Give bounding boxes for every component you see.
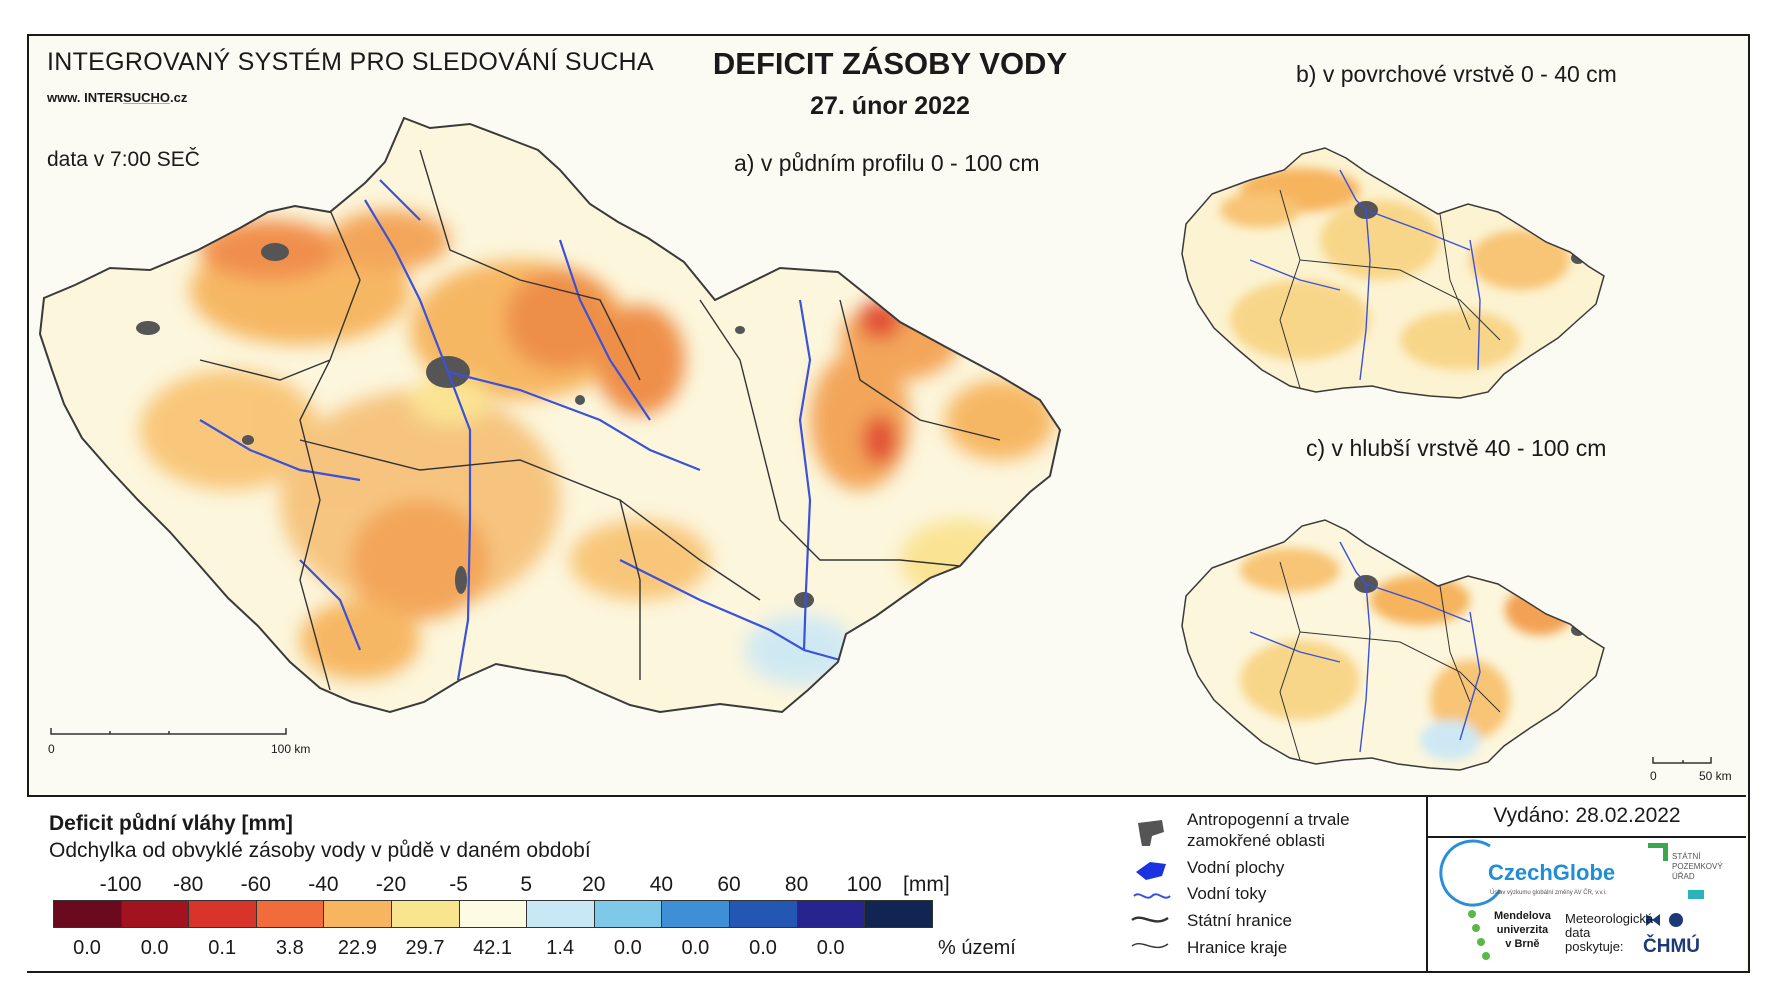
site-highlight: SUCHO xyxy=(123,90,171,105)
map-b-surface-layer[interactable] xyxy=(1181,147,1605,399)
legend-percentage: 0.1 xyxy=(208,937,237,959)
legend-title: Deficit půdní vláhy [mm] xyxy=(49,812,293,835)
site-prefix: www. INTER xyxy=(47,90,124,105)
map-a-label: a) v půdním profilu 0 - 100 cm xyxy=(734,150,1040,176)
overlay-label-water: Vodní plochy xyxy=(1187,858,1285,877)
state-border-icon xyxy=(1131,916,1169,923)
legend-percentage: 1.4 xyxy=(546,937,575,959)
overlay-label-rivers: Vodní toky xyxy=(1187,884,1267,903)
legend-percentage: 0.0 xyxy=(140,937,169,959)
chmu-name: ČHMÚ xyxy=(1643,936,1700,957)
overlay-label-state-border: Státní hranice xyxy=(1187,911,1292,930)
legend-subtitle: Odchylka od obvyklé zásoby vody v půdě v… xyxy=(49,839,591,862)
site-suffix: .cz xyxy=(170,90,188,105)
spu-name: STÁTNÍ POZEMKOVÝ ÚŘAD xyxy=(1672,852,1723,881)
legend-unit: [mm] xyxy=(903,873,950,896)
legend-tick: 20 xyxy=(582,873,606,896)
scale-a-start: 0 xyxy=(48,742,55,756)
legend-percentage: 42.1 xyxy=(473,937,513,959)
legend-tick: -100 xyxy=(99,873,142,896)
legend-swatch xyxy=(53,900,122,928)
legend-tick: -80 xyxy=(173,873,204,896)
legend-tick: 100 xyxy=(846,873,882,896)
legend-percentage: 29.7 xyxy=(405,937,445,959)
legend-tick: -20 xyxy=(375,873,407,896)
legend-swatch xyxy=(458,900,528,928)
page-date: 27. únor 2022 xyxy=(810,92,970,120)
issued-divider xyxy=(1428,836,1746,838)
mendel-logo xyxy=(1468,910,1490,960)
map-c-deep-layer[interactable] xyxy=(1181,519,1605,771)
overlay-label-urban: Antropogenní a trvale xyxy=(1187,810,1350,829)
legend-panel xyxy=(27,795,1746,971)
region-border-icon xyxy=(1131,943,1169,949)
legend-tick: -5 xyxy=(449,873,468,896)
legend-percent-unit: % území xyxy=(938,937,1016,959)
scale-bar-a xyxy=(50,728,287,735)
map-c-label: c) v hlubší vrstvě 40 - 100 cm xyxy=(1306,435,1607,461)
system-title: INTEGROVANÝ SYSTÉM PRO SLEDOVÁNÍ SUCHA xyxy=(47,48,654,76)
map-b-label: b) v povrchové vrstvě 0 - 40 cm xyxy=(1296,61,1617,87)
legend-tick: 60 xyxy=(717,873,741,896)
legend-percentage: 0.0 xyxy=(816,937,845,959)
data-time: data v 7:00 SEČ xyxy=(47,148,200,171)
chmu-logo xyxy=(1646,913,1683,927)
legend-swatch xyxy=(391,900,460,928)
legend-swatch xyxy=(526,900,595,928)
legend-tick: 40 xyxy=(649,873,674,896)
urban-area-icon xyxy=(1138,820,1164,846)
legend-percentage: 3.8 xyxy=(275,937,304,959)
legend-tick: -60 xyxy=(240,873,271,896)
czechglobe-logo xyxy=(1439,839,1502,907)
met-data-provider: Meteorologická data poskytuje: xyxy=(1565,911,1654,954)
scale-bar-c xyxy=(1652,757,1712,764)
legend-percentage: 0.0 xyxy=(681,937,710,959)
page-title: DEFICIT ZÁSOBY VODY xyxy=(712,46,1068,81)
river-icon xyxy=(1133,893,1171,899)
issued-date: Vydáno: 28.02.2022 xyxy=(1493,804,1681,827)
legend-tick: 5 xyxy=(520,873,533,896)
czechglobe-subtitle: Ústav výzkumu globální změny AV ČR, v.v.… xyxy=(1490,890,1607,896)
scale-c-start: 0 xyxy=(1650,769,1657,783)
czechglobe-name: CzechGlobe xyxy=(1488,860,1616,885)
legend-percentage: 0.0 xyxy=(73,937,101,959)
website-link[interactable]: www. INTERSUCHO.cz xyxy=(47,90,187,105)
scale-c-end: 50 km xyxy=(1699,769,1732,783)
legend-percentage: 0.0 xyxy=(749,937,777,959)
legend-swatch xyxy=(188,900,257,928)
mendel-name: Mendelova univerzita v Brně xyxy=(1494,910,1551,950)
legend-swatch xyxy=(796,900,866,928)
water-body-icon xyxy=(1136,862,1166,880)
legend-tick: -40 xyxy=(308,873,339,896)
spu-logo xyxy=(1648,843,1704,899)
legend-swatch xyxy=(120,900,190,928)
legend-swatch xyxy=(864,900,933,928)
legend-swatch xyxy=(661,900,730,928)
overlay-label-region-border: Hranice kraje xyxy=(1187,938,1288,957)
legend-percentage: 22.9 xyxy=(337,937,377,959)
legend-tick: 80 xyxy=(784,873,809,896)
scale-a-end: 100 km xyxy=(271,742,311,756)
map-a-full-profile[interactable] xyxy=(39,117,1084,713)
footer-divider xyxy=(1426,797,1428,971)
overlay-label-urban-2: zamokřené oblasti xyxy=(1187,831,1325,850)
legend-percentage: 0.0 xyxy=(613,937,642,959)
